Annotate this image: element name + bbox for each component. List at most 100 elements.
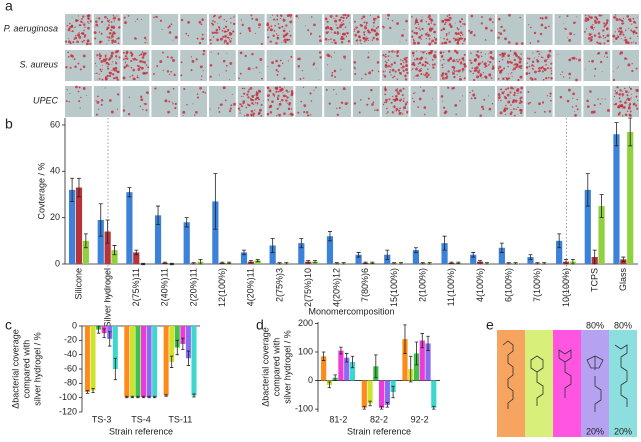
stain-dot [283,28,285,29]
stain-dot [99,54,102,58]
error-bar [108,331,112,347]
stain-dots [612,51,638,82]
stain-dot [463,23,466,26]
micrograph [209,14,236,45]
row-label: S. aureus [19,59,58,69]
stain-dot [140,95,143,98]
micrograph [612,50,639,81]
stain-dot [212,36,215,38]
stain-dot [217,52,220,55]
stain-dot [141,51,144,53]
stain-dot [399,99,402,102]
stain-dot [628,27,630,29]
stain-dot [117,37,120,40]
stain-dot [228,38,230,40]
stain-dot [442,100,444,102]
stain-dot [459,75,461,78]
stain-dot [548,25,550,28]
stain-dot [420,51,422,53]
stain-dot [136,76,139,79]
stain-dot [166,55,169,59]
error-bar [127,187,132,198]
stain-dot [385,98,388,102]
stain-dot [170,23,173,26]
stain-dot [470,14,474,18]
stain-dot [172,39,174,41]
stain-dot [200,78,202,80]
stain-dot [516,88,520,91]
stain-dot [161,28,163,30]
error-bar [98,203,103,237]
stain-dot [326,53,330,57]
stain-dot [528,72,531,75]
stain-dot [134,37,137,40]
stain-dot [426,32,428,34]
stain-dot [67,55,70,58]
stain-dot [471,67,474,69]
stain-dot [310,100,313,102]
stain-dots [297,86,317,117]
stain-dot [622,96,624,97]
stain-dot [386,112,388,115]
stain-dot [584,17,588,20]
stain-dot [393,75,396,78]
stain-dot [98,78,101,80]
stain-dot [145,64,148,66]
stain-dot [612,78,616,82]
stain-dot [440,60,442,62]
x-tick-label: TS-11 [168,414,192,424]
micrograph [122,86,150,117]
bar [185,326,191,359]
stain-dot [365,24,368,26]
stain-dot [303,104,307,108]
stain-dot [324,17,328,21]
stain-dot [544,26,547,30]
stain-dot [276,107,279,110]
stain-dot [116,49,119,53]
stain-dot [376,108,379,112]
stain-dot [224,99,227,102]
stain-dot [276,15,279,18]
stain-dot [463,77,466,80]
stain-dots [266,13,293,45]
stain-dot [211,22,214,25]
stain-dot [80,32,83,35]
stain-dot [302,77,305,79]
stain-dot [575,78,578,82]
stain-dot [259,71,261,73]
error-bar [147,395,151,399]
stain-dot [284,41,287,44]
stain-dot [183,87,186,91]
stain-dot [635,67,638,70]
stain-dot [519,99,522,101]
bar [191,326,197,396]
stain-dot [124,55,127,58]
micrograph [439,86,467,117]
stain-dot [258,111,261,115]
stain-dot [389,26,392,30]
error-bar [242,249,247,256]
stain-dot [112,77,116,80]
stain-dot [451,66,454,68]
structure-drawings [502,340,628,412]
stain-dots [65,51,86,71]
stain-dot [305,111,309,114]
stain-dot [248,88,250,91]
stain-dot [270,25,273,28]
stain-dots [528,16,550,44]
stain-dot [353,66,356,69]
stain-dot [223,42,226,44]
stain-dot [192,103,194,105]
stain-dot [275,20,277,22]
stain-dot [589,90,592,93]
stain-dot [276,73,279,76]
error-bar [112,245,117,256]
stain-dot [78,86,81,89]
stain-dot [153,16,155,19]
error-bar [141,395,146,399]
stain-dots [209,51,235,80]
stain-dot [108,36,111,39]
stain-dot [632,33,635,35]
stain-dot [78,100,81,103]
stain-dot [211,31,215,35]
